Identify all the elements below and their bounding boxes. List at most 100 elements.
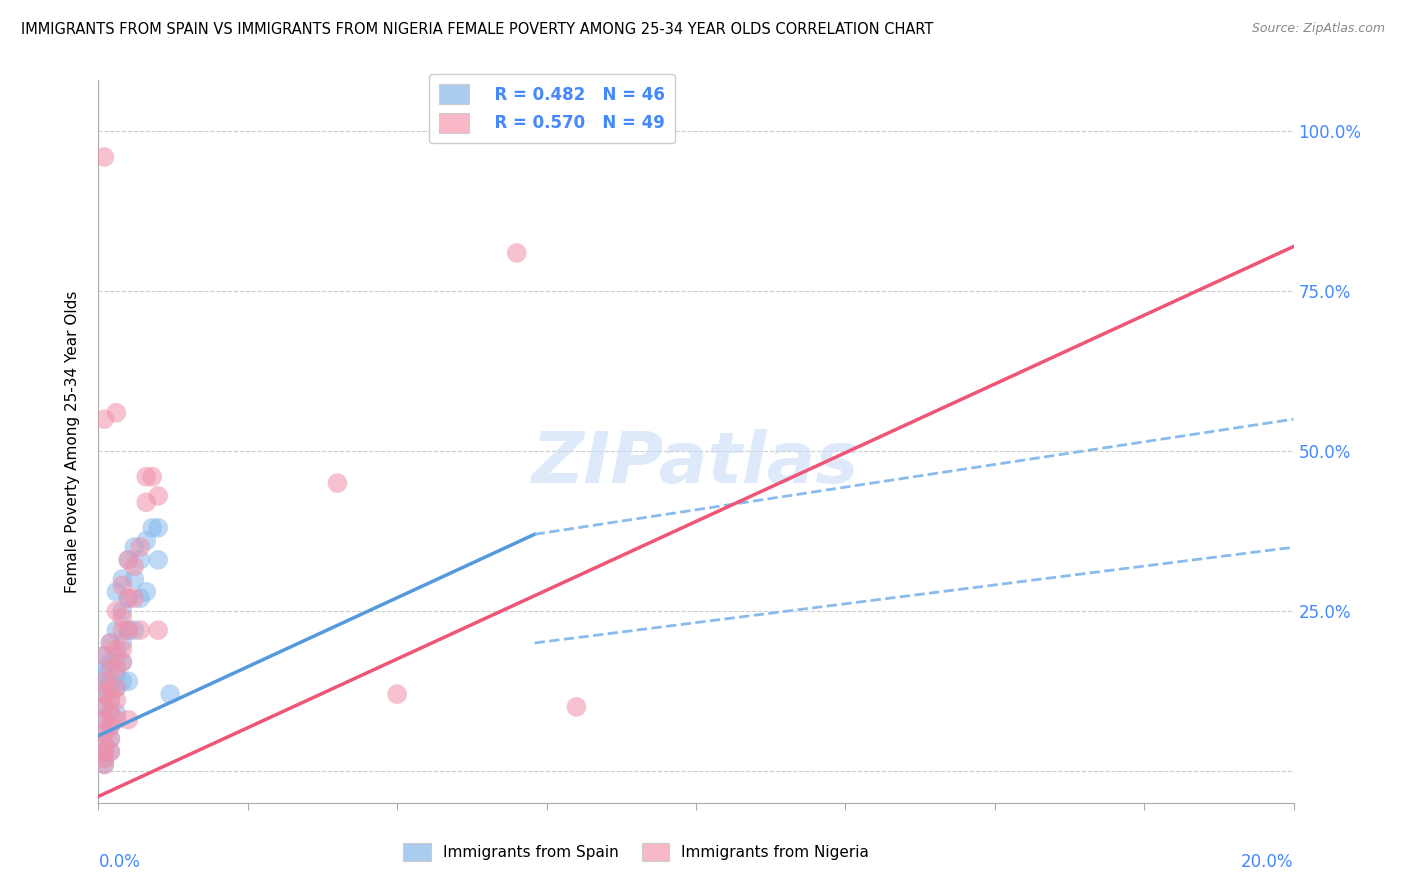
Point — [117, 553, 139, 567]
Point — [124, 559, 146, 574]
Point — [135, 495, 157, 509]
Text: 0.0%: 0.0% — [98, 854, 141, 871]
Point — [111, 610, 134, 624]
Point — [111, 636, 134, 650]
Point — [93, 757, 115, 772]
Point — [105, 693, 128, 707]
Point — [93, 757, 115, 772]
Point — [111, 655, 134, 669]
Point — [105, 681, 128, 695]
Y-axis label: Female Poverty Among 25-34 Year Olds: Female Poverty Among 25-34 Year Olds — [65, 291, 80, 592]
Point — [105, 713, 128, 727]
Point — [129, 553, 152, 567]
Point — [93, 687, 115, 701]
Point — [93, 668, 115, 682]
Point — [148, 553, 170, 567]
Point — [98, 706, 122, 721]
Point — [98, 745, 122, 759]
Point — [135, 469, 157, 483]
Point — [105, 681, 128, 695]
Point — [117, 674, 139, 689]
Point — [148, 489, 170, 503]
Point — [135, 584, 157, 599]
Point — [98, 655, 122, 669]
Point — [326, 476, 349, 491]
Point — [93, 150, 115, 164]
Point — [129, 623, 152, 637]
Point — [93, 412, 115, 426]
Point — [159, 687, 181, 701]
Point — [111, 623, 134, 637]
Point — [93, 648, 115, 663]
Point — [565, 699, 588, 714]
Point — [98, 681, 122, 695]
Point — [98, 731, 122, 746]
Point — [93, 738, 115, 752]
Point — [98, 693, 122, 707]
Point — [117, 591, 139, 606]
Point — [93, 674, 115, 689]
Point — [148, 623, 170, 637]
Legend: Immigrants from Spain, Immigrants from Nigeria: Immigrants from Spain, Immigrants from N… — [396, 837, 876, 867]
Point — [98, 745, 122, 759]
Point — [93, 681, 115, 695]
Point — [117, 553, 139, 567]
Point — [93, 687, 115, 701]
Point — [105, 661, 128, 675]
Point — [124, 572, 146, 586]
Point — [117, 623, 139, 637]
Point — [111, 578, 134, 592]
Text: IMMIGRANTS FROM SPAIN VS IMMIGRANTS FROM NIGERIA FEMALE POVERTY AMONG 25-34 YEAR: IMMIGRANTS FROM SPAIN VS IMMIGRANTS FROM… — [21, 22, 934, 37]
Point — [93, 648, 115, 663]
Point — [93, 745, 115, 759]
Point — [93, 699, 115, 714]
Point — [105, 648, 128, 663]
Point — [105, 623, 128, 637]
Text: Source: ZipAtlas.com: Source: ZipAtlas.com — [1251, 22, 1385, 36]
Point — [385, 687, 409, 701]
Point — [111, 572, 134, 586]
Point — [93, 661, 115, 675]
Point — [111, 655, 134, 669]
Point — [111, 674, 134, 689]
Point — [129, 591, 152, 606]
Point — [93, 751, 115, 765]
Point — [93, 751, 115, 765]
Text: 20.0%: 20.0% — [1241, 854, 1294, 871]
Point — [141, 521, 163, 535]
Point — [93, 713, 115, 727]
Point — [148, 521, 170, 535]
Point — [506, 246, 529, 260]
Point — [98, 661, 122, 675]
Point — [111, 604, 134, 618]
Point — [93, 713, 115, 727]
Point — [93, 699, 115, 714]
Point — [105, 642, 128, 657]
Point — [105, 706, 128, 721]
Point — [98, 719, 122, 733]
Point — [141, 469, 163, 483]
Point — [105, 604, 128, 618]
Point — [124, 623, 146, 637]
Point — [105, 584, 128, 599]
Point — [98, 731, 122, 746]
Point — [111, 642, 134, 657]
Text: ZIPatlas: ZIPatlas — [533, 429, 859, 498]
Point — [98, 706, 122, 721]
Point — [93, 725, 115, 739]
Point — [105, 406, 128, 420]
Point — [98, 636, 122, 650]
Point — [98, 674, 122, 689]
Point — [129, 540, 152, 554]
Point — [124, 591, 146, 606]
Point — [117, 623, 139, 637]
Point — [117, 713, 139, 727]
Point — [93, 738, 115, 752]
Point — [117, 591, 139, 606]
Point — [93, 725, 115, 739]
Point — [98, 636, 122, 650]
Point — [93, 745, 115, 759]
Point — [135, 533, 157, 548]
Point — [98, 693, 122, 707]
Point — [98, 719, 122, 733]
